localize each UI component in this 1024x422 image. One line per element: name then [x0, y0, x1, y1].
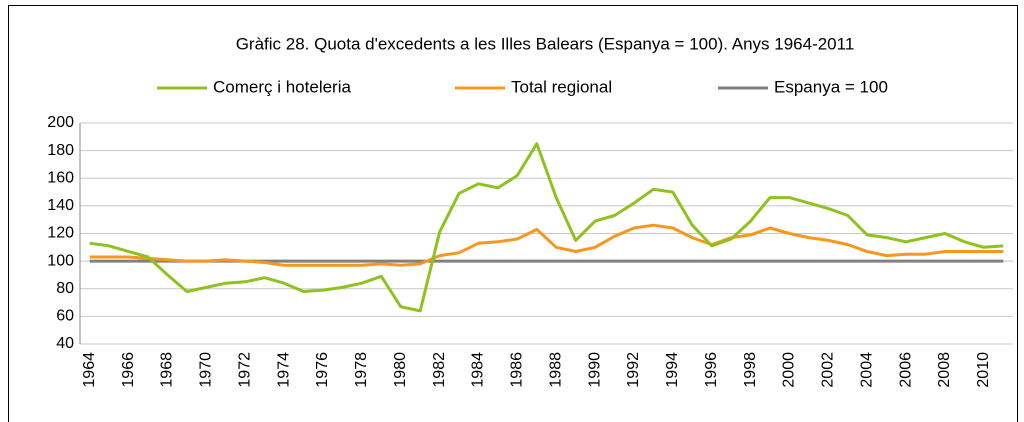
x-tick-label: 1998: [742, 352, 759, 388]
legend-label: Total regional: [511, 77, 612, 96]
x-tick-label: 1970: [198, 352, 215, 388]
y-tick-label: 60: [56, 308, 74, 325]
x-tick-label: 2006: [897, 352, 914, 388]
y-tick-label: 40: [56, 335, 74, 352]
x-tick-label: 2002: [820, 352, 837, 388]
x-tick-label: 2010: [975, 352, 992, 388]
y-tick-label: 160: [47, 169, 74, 186]
y-tick-label: 140: [47, 197, 74, 214]
x-tick-label: 1986: [509, 352, 526, 388]
x-tick-label: 1990: [586, 352, 603, 388]
x-tick-label: 1968: [159, 352, 176, 388]
y-tick-label: 120: [47, 225, 74, 242]
y-tick-label: 200: [47, 114, 74, 131]
x-tick-label: 1976: [314, 352, 331, 388]
x-tick-label: 1994: [664, 352, 681, 388]
x-tick-label: 1988: [547, 352, 564, 388]
y-tick-label: 100: [47, 252, 74, 269]
x-tick-label: 1966: [120, 352, 137, 388]
x-tick-label: 1982: [431, 352, 448, 388]
chart-frame: [8, 5, 1018, 422]
x-tick-label: 2008: [936, 352, 953, 388]
x-tick-label: 1974: [275, 352, 292, 388]
x-tick-label: 1996: [703, 352, 720, 388]
x-tick-label: 1992: [625, 352, 642, 388]
series-line: [89, 142, 1004, 313]
x-tick-label: 1972: [236, 352, 253, 388]
x-tick-label: 2004: [858, 352, 875, 388]
y-tick-label: 80: [56, 280, 74, 297]
legend-label: Comerç i hoteleria: [213, 77, 351, 96]
x-tick-label: 1978: [353, 352, 370, 388]
x-tick-label: 1984: [470, 352, 487, 388]
x-tick-label: 1980: [392, 352, 409, 388]
chart-title: Gràfic 28. Quota d'excedents a les Illes…: [236, 34, 855, 53]
x-tick-label: 2000: [781, 352, 798, 388]
x-tick-label: 1964: [81, 352, 98, 388]
series-line: [89, 223, 1004, 267]
y-tick-label: 180: [47, 142, 74, 159]
legend-label: Espanya = 100: [774, 77, 888, 96]
